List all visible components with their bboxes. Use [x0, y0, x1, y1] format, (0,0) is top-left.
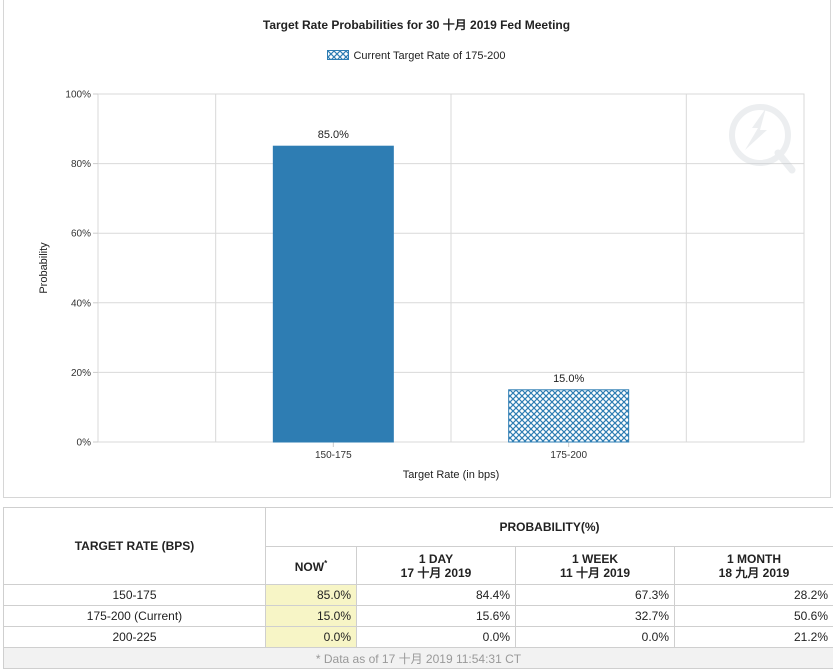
chart-panel — [3, 0, 831, 498]
legend-swatch — [327, 50, 350, 60]
now-cell: 15.0% — [265, 605, 357, 627]
x-tick-label: 150-175 — [315, 450, 352, 461]
y-tick-label: 80% — [71, 159, 91, 170]
value-cell: 28.2% — [674, 584, 833, 606]
probability-header: PROBABILITY(%) — [265, 507, 833, 547]
col-now-header: NOW* — [265, 546, 357, 585]
target-rate-header: TARGET RATE (BPS) — [3, 507, 266, 585]
now-cell: 85.0% — [265, 584, 357, 606]
table-row: 175-200 (Current) 15.0% 15.6% 32.7% 50.6… — [3, 605, 833, 627]
y-tick-label: 0% — [77, 438, 92, 449]
y-tick-label: 40% — [71, 298, 91, 309]
legend-label: Current Target Rate of 175-200 — [353, 50, 506, 62]
y-tick-label: 20% — [71, 368, 91, 379]
table-row: 150-175 85.0% 84.4% 67.3% 28.2% — [3, 584, 833, 606]
now-cell: 0.0% — [265, 626, 357, 648]
value-cell: 67.3% — [515, 584, 675, 606]
data-label: 85.0% — [318, 129, 349, 141]
rate-cell: 150-175 — [3, 584, 266, 606]
data-timestamp-footnote: * Data as of 17 十月 2019 11:54:31 CT — [3, 647, 833, 669]
data-label: 15.0% — [553, 373, 584, 385]
value-cell: 50.6% — [674, 605, 833, 627]
bar-175-200 — [508, 389, 630, 443]
col-1day-header: 1 DAY 17 十月 2019 — [356, 546, 516, 585]
watermark-logo — [729, 104, 796, 174]
probability-table: TARGET RATE (BPS) PROBABILITY(%) NOW* 1 … — [3, 507, 833, 669]
y-tick-label: 100% — [65, 90, 91, 101]
legend[interactable]: Current Target Rate of 175-200 — [0, 50, 833, 62]
table-row: 200-225 0.0% 0.0% 0.0% 21.2% — [3, 626, 833, 648]
value-cell: 32.7% — [515, 605, 675, 627]
value-cell: 0.0% — [515, 626, 675, 648]
y-axis-title: Probability — [38, 242, 50, 294]
value-cell: 0.0% — [356, 626, 516, 648]
y-tick-label: 60% — [71, 229, 91, 240]
value-cell: 15.6% — [356, 605, 516, 627]
bar-chart: 0% 20% 40% 60% 80% 100% 85.0% 150-175 15.0% 175-2… — [38, 90, 805, 481]
x-axis-title: Target Rate (in bps) — [403, 469, 500, 481]
value-cell: 21.2% — [674, 626, 833, 648]
rate-cell: 175-200 (Current) — [3, 605, 266, 627]
chart-title: Target Rate Probabilities for 30 十月 2019… — [262, 18, 571, 32]
col-1week-header: 1 WEEK 11 十月 2019 — [515, 546, 675, 585]
rate-cell: 200-225 — [3, 626, 266, 648]
x-tick-label: 175-200 — [550, 450, 587, 461]
col-1month-header: 1 MONTH 18 九月 2019 — [674, 546, 833, 585]
bar-150-175 — [272, 145, 394, 443]
value-cell: 84.4% — [356, 584, 516, 606]
